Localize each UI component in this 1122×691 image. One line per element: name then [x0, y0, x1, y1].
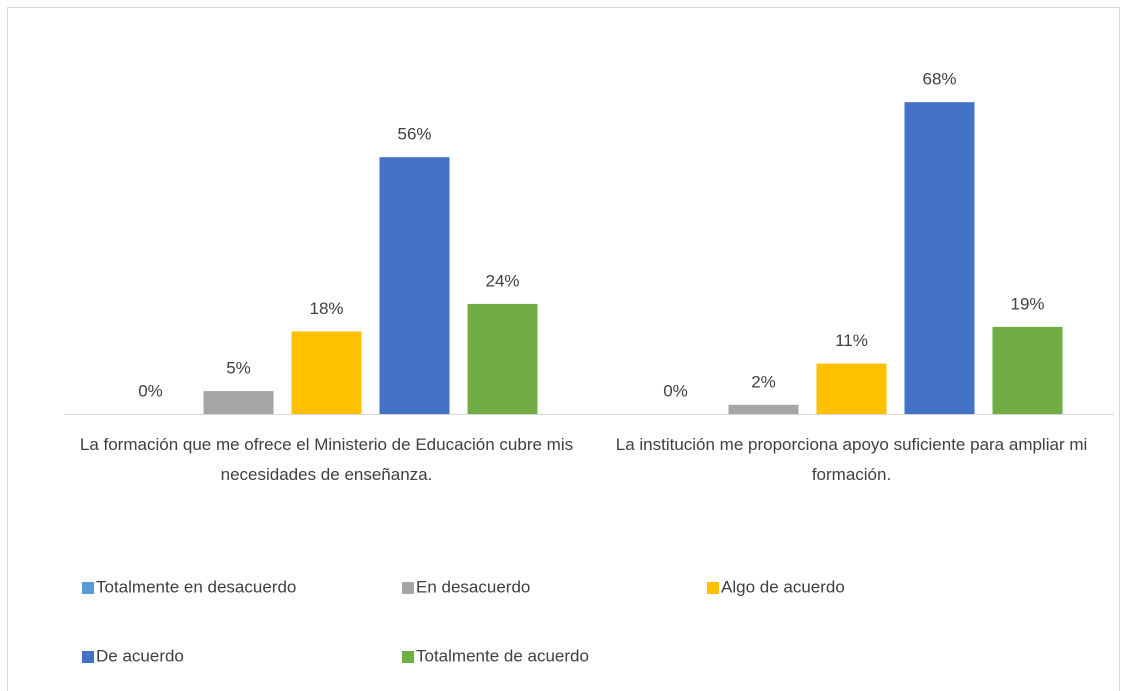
legend-swatch: [402, 651, 414, 663]
data-label: 19%: [1010, 294, 1044, 313]
x-tick-label: La formación que me ofrece el Ministerio…: [80, 435, 573, 484]
legend-label: De acuerdo: [96, 646, 184, 665]
data-label: 11%: [835, 331, 868, 350]
data-label: 2%: [751, 372, 776, 391]
chart-border: [7, 7, 1120, 691]
legend-label: Algo de acuerdo: [721, 577, 845, 596]
legend-swatch: [82, 582, 94, 594]
bar: [203, 391, 274, 414]
data-label: 0%: [663, 381, 688, 400]
data-label: 68%: [922, 70, 956, 89]
legend-label: Totalmente de acuerdo: [416, 646, 589, 665]
bar: [379, 157, 450, 414]
legend-label: En desacuerdo: [416, 577, 530, 596]
bar: [992, 326, 1063, 414]
legend-swatch: [82, 651, 94, 663]
data-label: 24%: [485, 271, 519, 290]
bar: [728, 404, 799, 414]
legend-label: Totalmente en desacuerdo: [96, 577, 296, 596]
data-label: 5%: [226, 359, 251, 378]
legend-swatch: [402, 582, 414, 594]
data-label: 18%: [309, 299, 343, 318]
x-tick-label: La institución me proporciona apoyo sufi…: [616, 435, 1088, 484]
bar: [467, 303, 538, 414]
data-label: 56%: [397, 125, 431, 144]
legend-swatch: [707, 582, 719, 594]
bar: [816, 363, 887, 414]
bar: [291, 331, 362, 414]
data-label: 0%: [138, 381, 163, 400]
bar: [904, 102, 975, 415]
